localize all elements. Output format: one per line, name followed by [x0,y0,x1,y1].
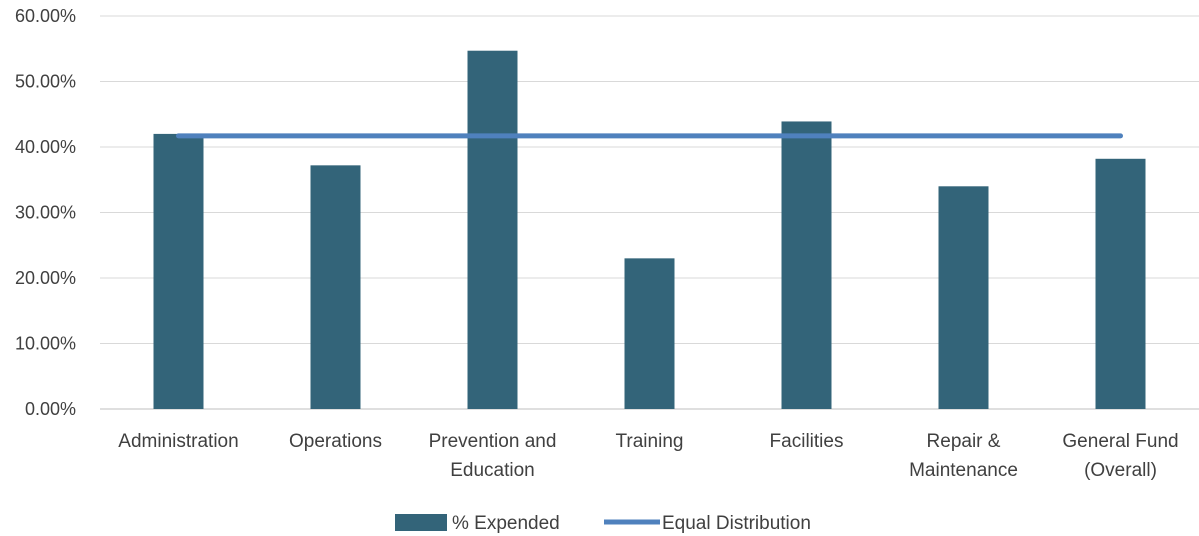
bar [624,258,675,409]
legend-label-equal-distribution: Equal Distribution [662,513,811,534]
legend: % Expended Equal Distribution [395,513,811,534]
legend-swatch-expended [395,514,447,531]
category-label: Prevention and Education [429,431,557,481]
x-axis-category-labels: Administration Operations Prevention and Ed… [118,431,1178,481]
y-tick-label: 60.00% [15,6,76,26]
y-tick-label: 40.00% [15,137,76,157]
y-tick-label: 20.00% [15,268,76,288]
bar [1095,158,1146,409]
category-label: Administration [118,431,238,452]
bar [153,133,204,409]
y-tick-label: 50.00% [15,72,76,92]
bar [310,165,361,409]
category-label: Training [616,431,684,452]
y-tick-label: 10.00% [15,334,76,354]
bar [938,186,989,409]
category-label: General Fund (Overall) [1062,431,1178,481]
category-label: Facilities [770,431,844,452]
bar [467,50,518,410]
category-label: Operations [289,431,382,452]
y-tick-label: 30.00% [15,203,76,223]
category-label: Repair & Maintenance [909,431,1018,481]
y-axis-tick-labels: 0.00% 10.00% 20.00% 30.00% 40.00% 50.00% 60.00… [15,6,76,419]
legend-label-expended: % Expended [452,513,560,534]
bar [781,121,832,409]
bar-series [153,50,1146,410]
y-tick-label: 0.00% [25,399,76,419]
